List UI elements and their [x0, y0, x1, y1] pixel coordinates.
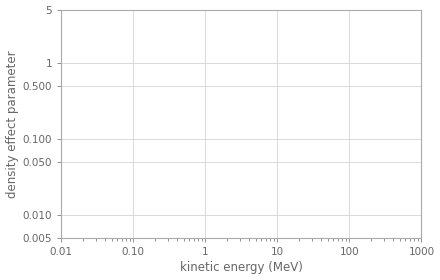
Y-axis label: density effect parameter: density effect parameter: [6, 50, 18, 198]
X-axis label: kinetic energy (MeV): kinetic energy (MeV): [180, 262, 303, 274]
